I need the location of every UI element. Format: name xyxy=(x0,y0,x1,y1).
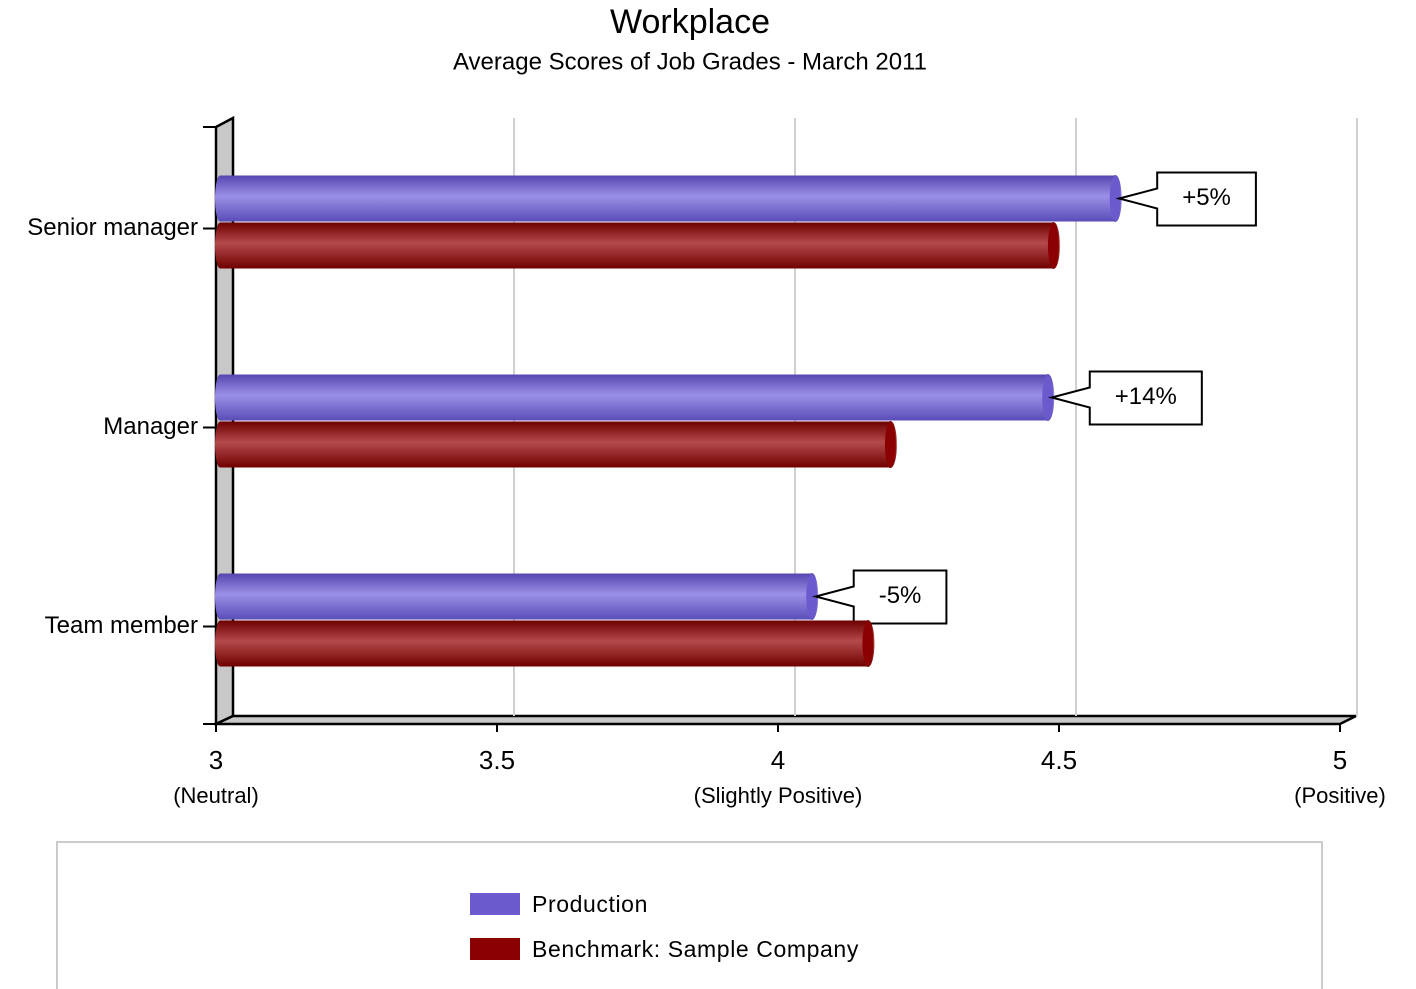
x-tick-description: (Neutral) xyxy=(173,783,259,808)
legend-swatch xyxy=(470,938,520,960)
legend-label: Production xyxy=(532,891,648,917)
y-tick-label: Senior manager xyxy=(27,214,198,241)
bar-start-cap xyxy=(215,573,225,620)
chart-title: Workplace xyxy=(610,3,770,41)
x-tick-description: (Positive) xyxy=(1294,783,1386,808)
bar-start-cap xyxy=(215,620,225,667)
x-tick-label: 4 xyxy=(771,745,785,775)
bar-start-cap xyxy=(215,175,225,222)
bar xyxy=(220,421,891,468)
x-tick-description: (Slightly Positive) xyxy=(694,783,863,808)
callout-label: -5% xyxy=(879,582,922,609)
bar-end-cap xyxy=(883,421,897,468)
bar xyxy=(220,222,1054,269)
legend-label: Benchmark: Sample Company xyxy=(532,936,859,962)
legend-swatch xyxy=(470,893,520,915)
callout xyxy=(811,569,948,625)
bar-start-cap xyxy=(215,374,225,421)
callout xyxy=(1047,370,1203,426)
bar xyxy=(220,175,1116,222)
chart-subtitle: Average Scores of Job Grades - March 201… xyxy=(453,48,927,75)
y-tick-label: Team member xyxy=(45,612,198,639)
bar xyxy=(220,573,812,620)
x-tick-label: 5 xyxy=(1333,745,1347,775)
callout-label: +5% xyxy=(1182,184,1231,211)
bar-end-cap xyxy=(861,620,875,667)
bar-start-cap xyxy=(215,421,225,468)
legend-box xyxy=(56,841,1323,989)
bar-start-cap xyxy=(215,222,225,269)
x-tick-label: 3 xyxy=(209,745,223,775)
y-tick-label: Manager xyxy=(103,413,198,440)
bar xyxy=(220,374,1048,421)
callout-label: +14% xyxy=(1115,383,1177,410)
callout xyxy=(1115,171,1257,227)
floor xyxy=(215,714,1357,726)
bar-end-cap xyxy=(1046,222,1060,269)
x-tick-label: 4.5 xyxy=(1041,745,1077,775)
bar xyxy=(220,620,868,667)
x-tick-label: 3.5 xyxy=(479,745,515,775)
